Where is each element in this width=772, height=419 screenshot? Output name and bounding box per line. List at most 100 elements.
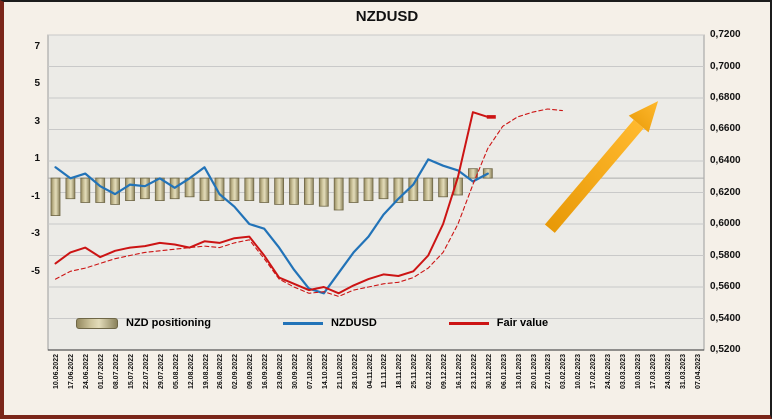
right-axis-label: 0,5200: [710, 344, 741, 355]
right-axis-label: 0,5600: [710, 281, 741, 292]
x-axis-label: 23.12.2022: [471, 354, 478, 390]
x-axis-label: 03.03.2023: [620, 354, 627, 390]
left-axis-label: -3: [31, 228, 40, 239]
positioning-bar: [259, 177, 270, 203]
trend-arrow-shaft: [544, 119, 644, 233]
x-axis-label: 26.08.2022: [217, 354, 224, 390]
legend-label-fairvalue: Fair value: [496, 317, 549, 329]
left-axis-label: 1: [34, 153, 40, 164]
x-axis-label: 25.11.2022: [411, 354, 418, 389]
left-axis-label: 3: [34, 116, 40, 127]
bars-series: [50, 168, 493, 217]
x-axis-label: 15.07.2022: [128, 354, 135, 390]
right-axis-label: 0,6800: [710, 92, 741, 103]
x-axis-label: 29.07.2022: [158, 354, 165, 390]
legend-label-nzdusd: NZDUSD: [330, 317, 377, 329]
x-axis-label: 10.03.2023: [635, 354, 642, 390]
x-axis-label: 13.01.2023: [516, 354, 523, 390]
right-axis-label: 0,5400: [710, 313, 741, 324]
nzdusd-line-swatch: [282, 321, 323, 325]
x-axis-label: 31.03.2023: [680, 354, 687, 390]
x-axis-label: 23.09.2022: [277, 354, 284, 390]
line-series: [54, 158, 489, 295]
x-axis-label: 05.08.2022: [173, 354, 180, 390]
line-series: [54, 111, 489, 295]
x-axis-label: 27.01.2023: [545, 354, 552, 390]
x-axis-label: 24.02.2023: [605, 354, 612, 390]
positioning-bar: [214, 177, 225, 202]
chart-title: NZDUSD: [355, 8, 419, 25]
positioning-bar: [80, 177, 91, 203]
chart-legend: NZD positioning NZDUSD Fair value: [76, 317, 548, 329]
positioning-bar: [229, 177, 240, 202]
positioning-bar: [378, 177, 389, 200]
x-axis-label: 14.10.2022: [322, 354, 329, 390]
positioning-bar: [95, 177, 106, 203]
x-axis-label: 18.11.2022: [396, 354, 403, 389]
x-axis-label: 02.12.2022: [426, 354, 433, 390]
right-axis-label: 0,7200: [710, 29, 741, 40]
positioning-bar: [125, 177, 135, 202]
positioning-bar: [438, 177, 449, 198]
x-axis-label: 17.02.2023: [590, 354, 597, 390]
x-axis-label: 30.12.2022: [486, 354, 493, 390]
x-axis-label: 12.08.2022: [188, 354, 195, 390]
trend-arrow-head: [628, 101, 659, 133]
x-axis-label: 03.02.2023: [560, 354, 567, 390]
left-axis-label: -5: [31, 266, 40, 277]
x-axis-label: 06.01.2023: [501, 354, 508, 390]
positioning-bar: [348, 177, 359, 203]
positioning-bar: [274, 177, 285, 205]
positioning-bar: [363, 177, 374, 202]
positioning-bar: [289, 177, 299, 205]
x-axis-label: 01.07.2022: [98, 354, 105, 390]
left-axis-label: 7: [34, 41, 40, 52]
positioning-bar: [318, 177, 329, 207]
left-axis-label: 5: [34, 78, 40, 89]
x-axis-label: 16.09.2022: [262, 354, 269, 390]
x-axis-label: 20.01.2023: [531, 354, 538, 390]
chart-canvas: [47, 34, 705, 351]
x-axis-label: 10.06.2022: [53, 354, 60, 390]
right-axis-label: 0,7000: [710, 61, 741, 72]
line-end-marker: [486, 115, 496, 119]
positioning-bar: [139, 177, 150, 200]
legend-item-fairvalue: Fair value: [448, 317, 549, 329]
x-axis-label: 19.08.2022: [203, 354, 210, 390]
x-axis-label: 10.02.2023: [575, 354, 582, 390]
legend-item-positioning: NZD positioning: [76, 317, 211, 329]
positioning-bar-swatch: [76, 317, 118, 329]
positioning-bar: [408, 177, 419, 202]
positioning-bar: [65, 177, 76, 200]
right-axis-label: 0,6200: [710, 187, 741, 198]
x-axis-label: 11.11.2022: [381, 354, 388, 389]
right-axis-label: 0,6400: [710, 155, 741, 166]
fair-value-line-swatch: [448, 321, 489, 325]
left-axis-label: -1: [31, 191, 40, 202]
right-axis-label: 0,5800: [710, 250, 741, 261]
positioning-bar: [303, 177, 314, 205]
x-axis-label: 09.12.2022: [441, 354, 448, 390]
x-axis-label: 22.07.2022: [143, 354, 150, 390]
x-axis-label: 04.11.2022: [367, 354, 374, 389]
x-axis-label: 09.09.2022: [247, 354, 254, 390]
line-series: [54, 108, 563, 297]
legend-item-nzdusd: NZDUSD: [282, 317, 377, 329]
x-axis-label: 30.09.2022: [292, 354, 299, 390]
x-axis-label: 17.03.2023: [650, 354, 657, 390]
x-axis-label: 17.06.2022: [68, 354, 75, 390]
x-axis-label: 24.06.2022: [83, 354, 90, 390]
x-axis-label: 16.12.2022: [456, 354, 463, 390]
x-axis-label: 24.03.2023: [665, 354, 672, 390]
x-axis-label: 07.04.2023: [695, 354, 702, 390]
positioning-bar: [244, 177, 255, 202]
positioning-bar: [333, 177, 344, 211]
x-axis-label: 02.09.2022: [232, 354, 239, 390]
x-axis-label: 07.10.2022: [307, 354, 314, 390]
legend-label-positioning: NZD positioning: [126, 317, 211, 329]
x-axis-label: 08.07.2022: [113, 354, 120, 390]
x-axis-label: 28.10.2022: [352, 354, 359, 390]
x-axis-label: 21.10.2022: [337, 354, 344, 390]
right-axis-label: 0,6600: [710, 123, 741, 134]
